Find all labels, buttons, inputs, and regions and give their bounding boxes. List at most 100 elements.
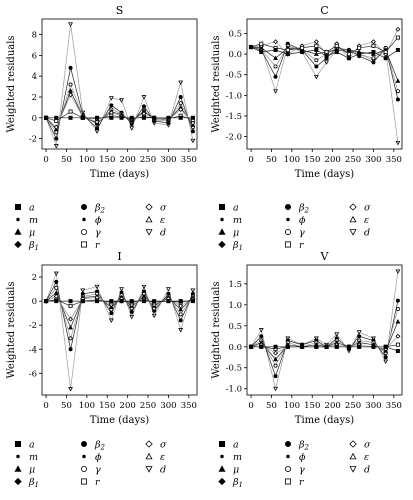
data-point — [370, 39, 376, 45]
x-tick-label: 100 — [284, 401, 300, 411]
legend-marker — [284, 478, 291, 485]
data-point — [178, 303, 184, 309]
data-point — [151, 313, 157, 319]
data-point — [178, 80, 184, 86]
data-point — [273, 350, 279, 356]
data-point — [273, 39, 279, 45]
data-point — [383, 50, 388, 55]
legend-label: β1 — [232, 477, 243, 489]
legend-label: β2 — [94, 203, 106, 215]
legend-marker — [145, 440, 153, 448]
x-tick-label: 200 — [120, 401, 136, 411]
data-point — [273, 64, 278, 69]
legend-marker — [81, 228, 88, 235]
legend-label: a — [233, 440, 239, 451]
data-point — [300, 45, 305, 50]
legend-marker — [218, 477, 226, 486]
data-point — [273, 363, 278, 368]
data-point — [314, 64, 319, 69]
legend-marker — [14, 477, 22, 486]
chart-title: C — [320, 4, 328, 17]
data-point — [395, 89, 400, 94]
data-point — [334, 50, 339, 55]
legend-label: a — [29, 440, 35, 451]
legend-label: d — [160, 228, 166, 239]
data-point — [68, 336, 73, 341]
data-point — [95, 126, 100, 131]
legend-label: d — [364, 228, 370, 239]
data-point — [383, 359, 389, 365]
data-point — [68, 303, 73, 308]
legend-label: β1 — [28, 240, 39, 252]
data-point — [273, 55, 278, 61]
legend-marker — [218, 440, 225, 447]
data-point — [68, 22, 73, 27]
legend-marker — [145, 203, 153, 211]
data-point — [371, 60, 376, 65]
legend: a β2 σ m ϕ ε μ γ d β1 r — [14, 440, 167, 489]
data-point — [190, 129, 195, 134]
data-point — [395, 298, 400, 303]
x-tick-label: 350 — [386, 401, 402, 411]
legend-marker — [284, 228, 291, 235]
data-point — [54, 115, 59, 120]
x-tick-label: 150 — [99, 155, 115, 165]
legend-label: ε — [364, 452, 369, 463]
legend-label: m — [29, 452, 38, 463]
data-point — [54, 130, 59, 135]
data-point — [285, 52, 290, 57]
data-point — [94, 129, 100, 134]
x-tick-label: 0 — [43, 401, 48, 411]
plot-frame — [246, 264, 403, 396]
data-point — [273, 344, 278, 349]
data-point — [190, 120, 196, 126]
data-point — [395, 319, 401, 324]
data-point — [68, 92, 74, 98]
y-tick-label: -6 — [29, 369, 37, 379]
series-line-3 — [45, 83, 194, 134]
series-group — [43, 22, 196, 149]
legend-marker — [349, 215, 357, 223]
legend-marker — [284, 241, 291, 248]
legend-marker — [81, 203, 88, 210]
plot-frame — [41, 18, 198, 150]
legend-marker — [81, 440, 88, 447]
data-point — [108, 318, 114, 323]
legend-label: μ — [29, 228, 35, 239]
x-tick-label: 150 — [304, 401, 320, 411]
data-point — [395, 97, 400, 102]
data-point — [346, 344, 351, 349]
data-point — [249, 344, 254, 349]
data-point — [68, 299, 73, 304]
data-point — [395, 307, 400, 312]
series-line-1 — [251, 45, 399, 143]
data-point — [178, 101, 183, 106]
series-line-3 — [250, 308, 399, 367]
legend-marker — [14, 203, 21, 210]
data-point — [109, 103, 114, 108]
x-tick-label: 0 — [248, 155, 253, 165]
y-tick-label: 0.5 — [228, 29, 242, 39]
data-point — [371, 50, 376, 55]
data-point — [178, 306, 184, 312]
data-point — [357, 45, 362, 50]
legend-label: m — [233, 452, 242, 463]
data-point — [371, 344, 376, 349]
legend-label: m — [29, 215, 38, 226]
legend-label: σ — [160, 440, 167, 451]
x-tick-label: 150 — [304, 155, 320, 165]
data-point — [53, 124, 59, 130]
legend-label: β2 — [298, 203, 310, 215]
data-point — [259, 344, 264, 349]
y-tick-label: 8 — [32, 31, 37, 41]
data-point — [334, 43, 339, 48]
data-point — [119, 299, 124, 304]
data-point — [395, 140, 401, 146]
data-point — [53, 271, 59, 277]
plot-frame — [246, 18, 403, 150]
x-tick-label: 300 — [160, 401, 176, 411]
legend-label: ϕ — [95, 452, 102, 463]
x-tick-label: 200 — [120, 155, 136, 165]
legend-label: σ — [364, 440, 371, 451]
data-point — [54, 279, 59, 284]
